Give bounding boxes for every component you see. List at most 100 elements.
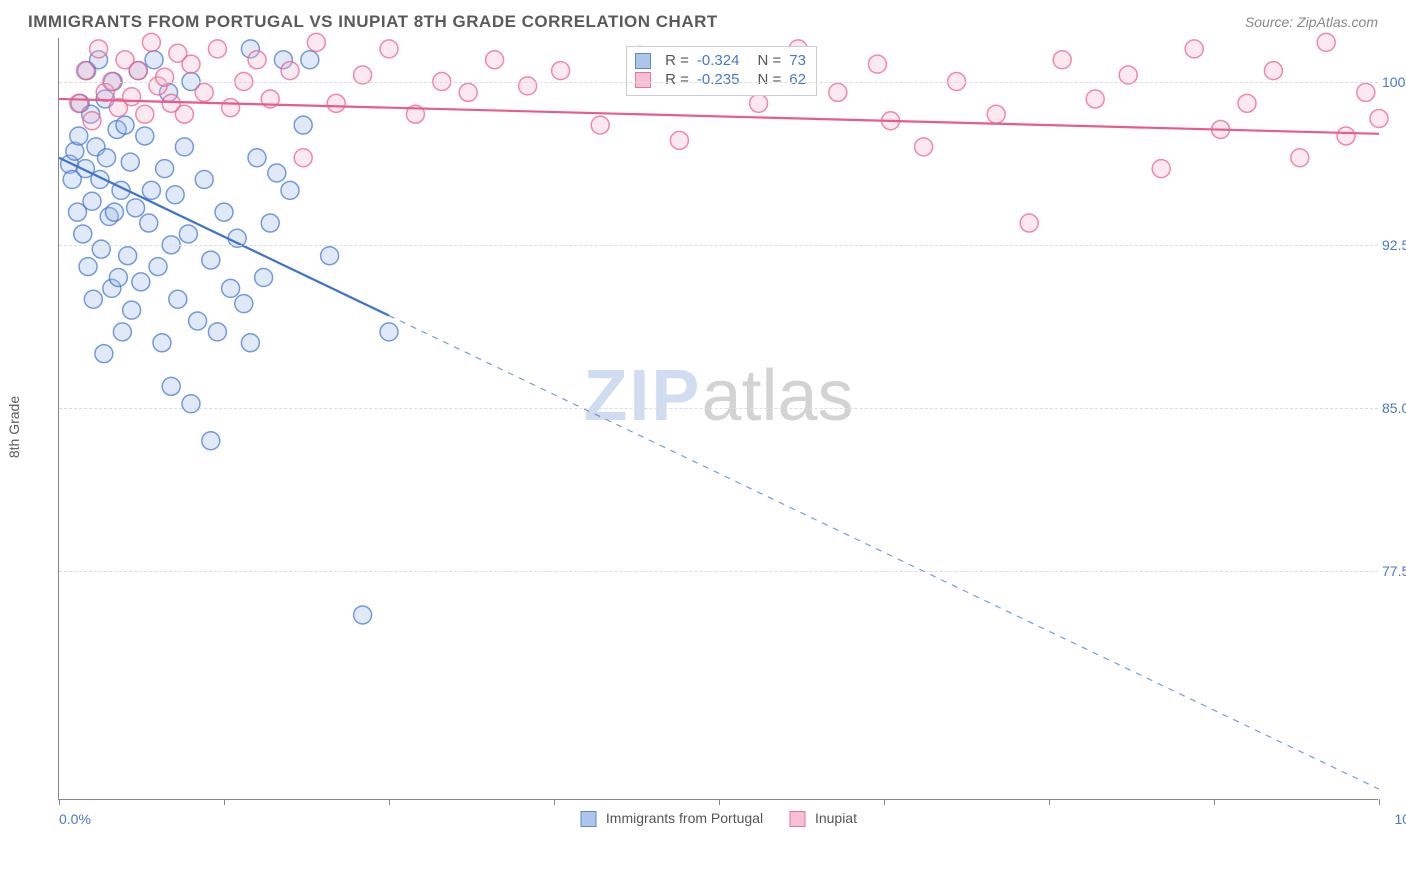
legend-item-inupiat: Inupiat bbox=[789, 810, 857, 827]
data-point bbox=[70, 127, 88, 145]
data-point bbox=[195, 171, 213, 189]
data-point bbox=[327, 94, 345, 112]
data-point bbox=[235, 295, 253, 313]
data-point bbox=[79, 258, 97, 276]
correlation-legend: R = -0.324 N = 73 R = -0.235 N = 62 bbox=[626, 46, 817, 96]
data-point bbox=[195, 83, 213, 101]
data-point bbox=[868, 55, 886, 73]
data-point bbox=[268, 164, 286, 182]
r-value-inupiat: -0.235 bbox=[697, 71, 740, 88]
r-label: R = bbox=[665, 71, 689, 88]
y-tick-label: 100.0% bbox=[1382, 74, 1406, 90]
data-point bbox=[145, 51, 163, 69]
data-point bbox=[169, 290, 187, 308]
data-point bbox=[136, 105, 154, 123]
data-point bbox=[74, 225, 92, 243]
x-tick bbox=[554, 799, 555, 805]
legend-row-portugal: R = -0.324 N = 73 bbox=[635, 51, 806, 70]
gridline bbox=[59, 408, 1378, 409]
data-point bbox=[215, 203, 233, 221]
n-value-portugal: 73 bbox=[789, 52, 806, 69]
data-point bbox=[76, 62, 94, 80]
data-point bbox=[83, 112, 101, 130]
data-point bbox=[1053, 51, 1071, 69]
data-point bbox=[166, 186, 184, 204]
r-label: R = bbox=[665, 52, 689, 69]
trend-line-dashed bbox=[389, 316, 1379, 790]
legend-item-portugal: Immigrants from Portugal bbox=[580, 810, 763, 827]
data-point bbox=[750, 94, 768, 112]
gridline bbox=[59, 82, 1378, 83]
data-point bbox=[84, 290, 102, 308]
data-point bbox=[95, 345, 113, 363]
data-point bbox=[92, 240, 110, 258]
data-point bbox=[241, 334, 259, 352]
data-point bbox=[208, 323, 226, 341]
data-point bbox=[127, 199, 145, 217]
data-point bbox=[153, 334, 171, 352]
data-point bbox=[459, 83, 477, 101]
data-point bbox=[113, 323, 131, 341]
data-point bbox=[248, 149, 266, 167]
x-tick bbox=[884, 799, 885, 805]
data-point bbox=[1086, 90, 1104, 108]
data-point bbox=[202, 432, 220, 450]
data-point bbox=[354, 606, 372, 624]
data-point bbox=[222, 99, 240, 117]
data-point bbox=[987, 105, 1005, 123]
data-point bbox=[175, 138, 193, 156]
data-point bbox=[70, 94, 88, 112]
data-point bbox=[123, 301, 141, 319]
data-point bbox=[119, 247, 137, 265]
data-point bbox=[123, 88, 141, 106]
data-point bbox=[182, 395, 200, 413]
n-label: N = bbox=[757, 71, 781, 88]
data-point bbox=[294, 116, 312, 134]
data-point bbox=[915, 138, 933, 156]
data-point bbox=[162, 377, 180, 395]
swatch-inupiat-icon bbox=[635, 72, 651, 88]
x-tick bbox=[1379, 799, 1380, 805]
data-point bbox=[202, 251, 220, 269]
chart-source: Source: ZipAtlas.com bbox=[1245, 14, 1378, 30]
data-point bbox=[1152, 160, 1170, 178]
chart-title: IMMIGRANTS FROM PORTUGAL VS INUPIAT 8TH … bbox=[28, 12, 718, 32]
trend-line bbox=[59, 99, 1379, 134]
n-label: N = bbox=[757, 52, 781, 69]
x-axis-max: 100.0% bbox=[1395, 811, 1406, 827]
data-point bbox=[1264, 62, 1282, 80]
y-tick-label: 92.5% bbox=[1382, 237, 1406, 253]
data-point bbox=[83, 192, 101, 210]
data-point bbox=[591, 116, 609, 134]
swatch-portugal-icon bbox=[635, 53, 651, 69]
chart-container: 8th Grade ZIPatlas R = -0.324 N = 73 R =… bbox=[28, 38, 1378, 800]
series-name-portugal: Immigrants from Portugal bbox=[606, 810, 763, 826]
x-tick bbox=[1049, 799, 1050, 805]
x-tick bbox=[1214, 799, 1215, 805]
y-tick-label: 77.5% bbox=[1382, 563, 1406, 579]
data-point bbox=[175, 105, 193, 123]
data-point bbox=[136, 127, 154, 145]
data-point bbox=[1357, 83, 1375, 101]
data-point bbox=[182, 55, 200, 73]
data-point bbox=[149, 258, 167, 276]
data-point bbox=[116, 116, 134, 134]
r-value-portugal: -0.324 bbox=[697, 52, 740, 69]
data-point bbox=[294, 149, 312, 167]
data-point bbox=[829, 83, 847, 101]
data-point bbox=[1337, 127, 1355, 145]
data-point bbox=[140, 214, 158, 232]
data-point bbox=[519, 77, 537, 95]
data-point bbox=[105, 203, 123, 221]
data-point bbox=[321, 247, 339, 265]
x-tick bbox=[719, 799, 720, 805]
data-point bbox=[1317, 33, 1335, 51]
data-point bbox=[179, 225, 197, 243]
data-point bbox=[281, 62, 299, 80]
data-point bbox=[1238, 94, 1256, 112]
x-tick bbox=[59, 799, 60, 805]
gridline bbox=[59, 245, 1378, 246]
data-point bbox=[307, 33, 325, 51]
data-point bbox=[1370, 110, 1388, 128]
data-point bbox=[109, 268, 127, 286]
